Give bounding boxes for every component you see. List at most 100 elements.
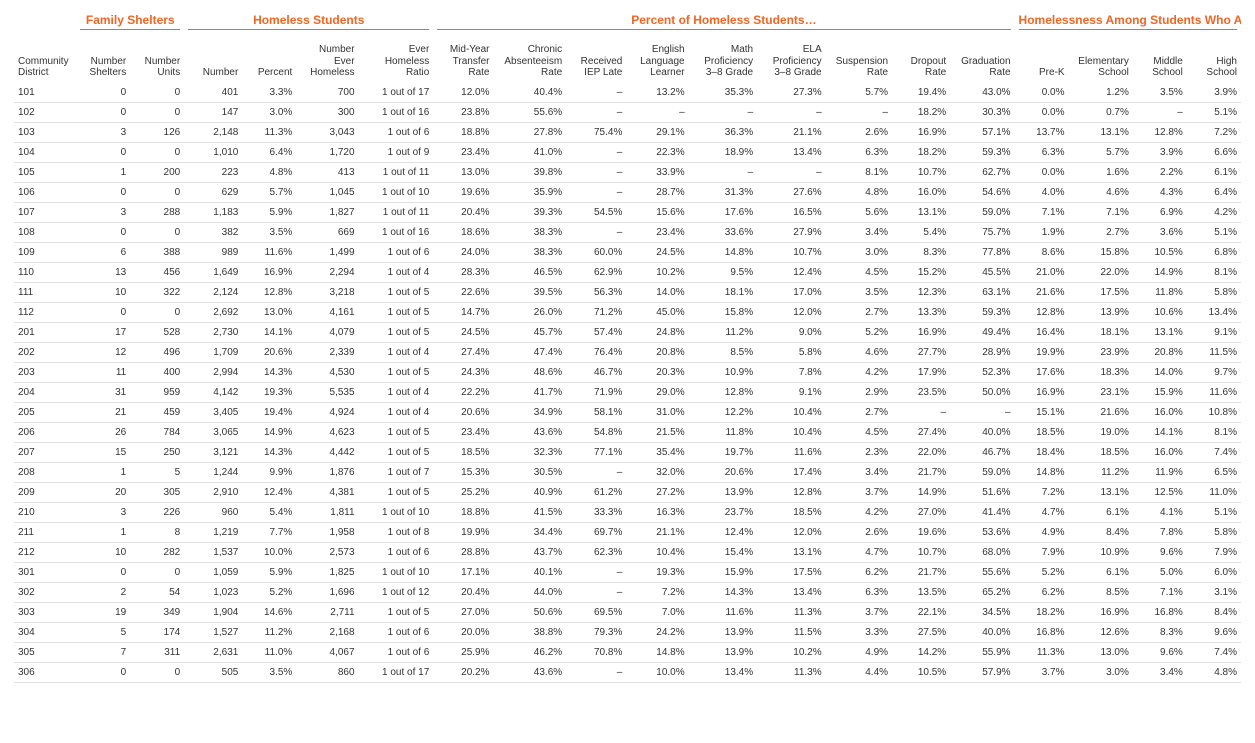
table-cell: 3.0% xyxy=(242,103,296,123)
table-cell: 24.0% xyxy=(433,243,493,263)
table-cell: 302 xyxy=(14,583,76,603)
table-cell: 1 out of 5 xyxy=(359,483,434,503)
table-cell: 2.7% xyxy=(826,303,892,323)
table-cell: 9.9% xyxy=(242,463,296,483)
table-cell: 959 xyxy=(130,383,184,403)
table-cell: 1 out of 5 xyxy=(359,303,434,323)
table-cell: 4.3% xyxy=(1133,183,1187,203)
table-cell: 10.4% xyxy=(626,543,688,563)
table-cell: 288 xyxy=(130,203,184,223)
table-cell: 51.6% xyxy=(950,483,1014,503)
table-cell: 21.1% xyxy=(626,523,688,543)
table-cell: 18.6% xyxy=(433,223,493,243)
table-cell: 20.2% xyxy=(433,663,493,683)
table-cell: 28.8% xyxy=(433,543,493,563)
table-cell: 19.0% xyxy=(1069,423,1133,443)
table-cell: 54 xyxy=(130,583,184,603)
table-cell: 16.9% xyxy=(892,323,950,343)
table-cell: 71.9% xyxy=(566,383,626,403)
table-cell: 4,924 xyxy=(296,403,358,423)
table-cell: 6 xyxy=(76,243,130,263)
table-cell: 1,219 xyxy=(184,523,242,543)
table-cell: 2,711 xyxy=(296,603,358,623)
table-cell: 4.7% xyxy=(826,543,892,563)
table-cell: 2,631 xyxy=(184,643,242,663)
table-cell: 8.4% xyxy=(1187,603,1241,623)
table-cell: 4,442 xyxy=(296,443,358,463)
table-cell: 17.5% xyxy=(757,563,826,583)
table-cell: 27.0% xyxy=(892,503,950,523)
table-row: 301001,0595.9%1,8251 out of 1017.1%40.1%… xyxy=(14,563,1241,583)
column-group-header xyxy=(14,10,76,30)
table-cell: 208 xyxy=(14,463,76,483)
table-cell: 19.4% xyxy=(892,83,950,103)
table-cell: 3.3% xyxy=(242,83,296,103)
table-row: 111103222,12412.8%3,2181 out of 522.6%39… xyxy=(14,283,1241,303)
table-cell: 39.8% xyxy=(494,163,567,183)
table-cell: 12.4% xyxy=(757,263,826,283)
table-cell: 33.9% xyxy=(626,163,688,183)
table-cell: 1 out of 4 xyxy=(359,383,434,403)
table-cell: 43.6% xyxy=(494,423,567,443)
table-cell: 1,709 xyxy=(184,343,242,363)
table-cell: 10.6% xyxy=(1133,303,1187,323)
table-cell: 19.6% xyxy=(892,523,950,543)
table-cell: 174 xyxy=(130,623,184,643)
table-cell: 2.9% xyxy=(826,383,892,403)
table-cell: 17.0% xyxy=(757,283,826,303)
column-header: Number Shelters xyxy=(76,30,130,83)
table-cell: 2.6% xyxy=(826,123,892,143)
table-cell: 1 out of 5 xyxy=(359,283,434,303)
table-row: 201175282,73014.1%4,0791 out of 524.5%45… xyxy=(14,323,1241,343)
table-cell: 1 out of 4 xyxy=(359,343,434,363)
table-cell: 108 xyxy=(14,223,76,243)
table-cell: 13.1% xyxy=(1069,483,1133,503)
table-cell: 301 xyxy=(14,563,76,583)
table-cell: 17.6% xyxy=(1015,363,1069,383)
table-cell: 20.0% xyxy=(433,623,493,643)
table-cell: 4,623 xyxy=(296,423,358,443)
table-cell: 22.0% xyxy=(1069,263,1133,283)
table-cell: 211 xyxy=(14,523,76,543)
table-cell: – xyxy=(1133,103,1187,123)
table-cell: 6.2% xyxy=(1015,583,1069,603)
table-cell: 1,876 xyxy=(296,463,358,483)
table-cell: 9.5% xyxy=(689,263,758,283)
table-cell: 20.4% xyxy=(433,583,493,603)
table-cell: 5.7% xyxy=(826,83,892,103)
table-cell: 11.6% xyxy=(689,603,758,623)
table-cell: 11.6% xyxy=(757,443,826,463)
table-cell: 14.0% xyxy=(1133,363,1187,383)
table-cell: 401 xyxy=(184,83,242,103)
table-cell: 31.3% xyxy=(689,183,758,203)
table-cell: 6.3% xyxy=(826,143,892,163)
table-cell: 9.6% xyxy=(1133,543,1187,563)
table-cell: 60.0% xyxy=(566,243,626,263)
table-cell: 1,499 xyxy=(296,243,358,263)
table-cell: 49.4% xyxy=(950,323,1014,343)
table-cell: 12.0% xyxy=(433,83,493,103)
table-cell: 24.8% xyxy=(626,323,688,343)
table-cell: 4.6% xyxy=(826,343,892,363)
table-row: 10732881,1835.9%1,8271 out of 1120.4%39.… xyxy=(14,203,1241,223)
column-header: Chronic Absenteeism Rate xyxy=(494,30,567,83)
table-cell: 23.7% xyxy=(689,503,758,523)
table-cell: 1,720 xyxy=(296,143,358,163)
table-cell: 7.9% xyxy=(1015,543,1069,563)
table-cell: 5.7% xyxy=(242,183,296,203)
table-cell: 5.1% xyxy=(1187,103,1241,123)
table-cell: 17.6% xyxy=(689,203,758,223)
table-cell: 5.9% xyxy=(242,203,296,223)
table-cell: 52.3% xyxy=(950,363,1014,383)
table-cell: 5.4% xyxy=(892,223,950,243)
table-cell: 54.5% xyxy=(566,203,626,223)
table-cell: 30.3% xyxy=(950,103,1014,123)
table-cell: 24.5% xyxy=(626,243,688,263)
table-cell: 7.0% xyxy=(626,603,688,623)
table-cell: 21.1% xyxy=(757,123,826,143)
table-cell: 3.4% xyxy=(1133,663,1187,683)
table-cell: 250 xyxy=(130,443,184,463)
table-cell: 55.9% xyxy=(950,643,1014,663)
table-cell: 14.3% xyxy=(689,583,758,603)
table-cell: 68.0% xyxy=(950,543,1014,563)
